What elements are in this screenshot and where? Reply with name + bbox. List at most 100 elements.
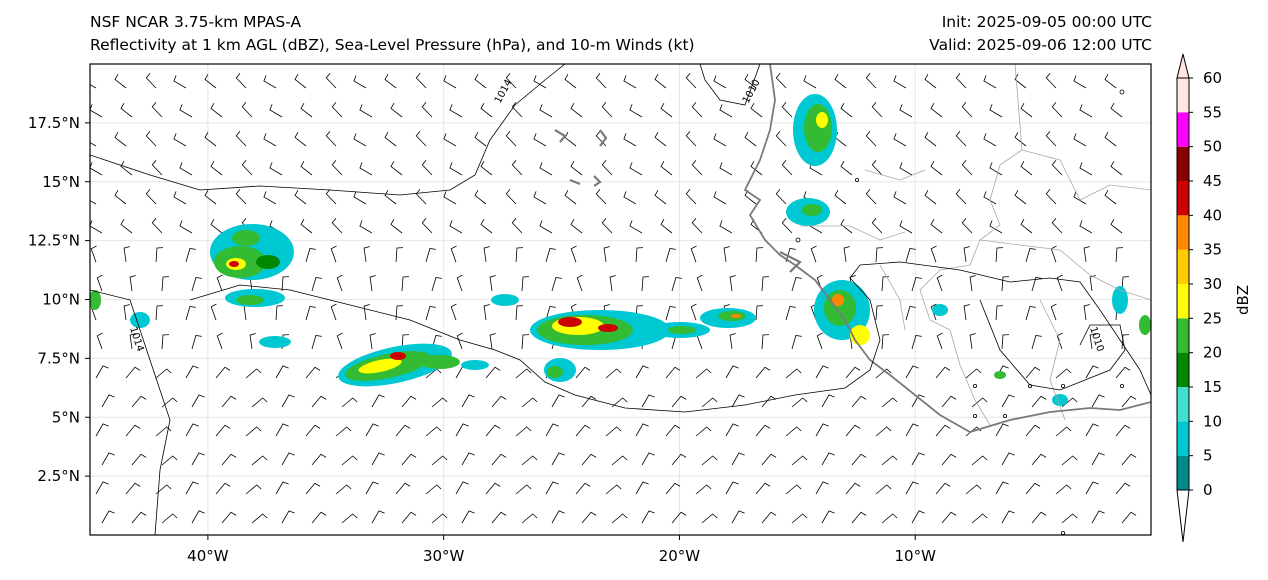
wind-barb-185 xyxy=(390,219,403,234)
wind-barb-184 xyxy=(359,220,373,234)
wind-barb-496 xyxy=(275,481,289,495)
wind-barb-310 xyxy=(995,305,1004,321)
wind-barb-78 xyxy=(325,130,337,147)
wind-barb-437 xyxy=(605,426,622,437)
wind-barb-476 xyxy=(731,452,745,466)
wind-barb-396 xyxy=(431,397,448,408)
wind-barb-312 xyxy=(1050,303,1057,321)
lat-tick-label-4: 12.5°N xyxy=(28,232,80,250)
wind-barb-174 xyxy=(1104,190,1117,205)
wind-barb-402 xyxy=(611,397,628,408)
wind-barb-457 xyxy=(161,455,178,466)
wind-barb-249 xyxy=(216,274,223,292)
wind-barb-45 xyxy=(390,103,403,118)
wind-barb-201 xyxy=(871,217,883,234)
wind-barb-210 xyxy=(90,245,97,263)
wind-barb-379 xyxy=(965,368,982,379)
wind-barb-404 xyxy=(671,395,687,408)
wind-barb-117 xyxy=(449,162,463,176)
wind-barb-325 xyxy=(401,334,410,350)
reflectivity-scattered-east xyxy=(90,286,1151,406)
wind-barb-436 xyxy=(575,424,591,437)
wind-barb-168 xyxy=(924,190,937,205)
wind-barb-529 xyxy=(221,511,237,524)
wind-barb-343 xyxy=(936,332,943,350)
wind-barb-451 xyxy=(1025,424,1041,437)
wind-barb-106 xyxy=(120,161,133,176)
wind-barb-125 xyxy=(691,159,703,176)
wind-barb-435 xyxy=(545,423,559,437)
colorbar-tick-label-11: 55 xyxy=(1203,103,1222,121)
wind-barb-427 xyxy=(305,424,321,437)
wind-barb-278 xyxy=(1089,275,1096,292)
wind-barb-116 xyxy=(421,159,433,176)
wind-barb-84 xyxy=(505,130,517,147)
wind-barb-36 xyxy=(120,103,133,118)
wind-barb-50 xyxy=(539,104,553,118)
wind-barb-231 xyxy=(723,246,730,263)
wind-barb-354 xyxy=(215,366,231,379)
wind-barb-234 xyxy=(810,245,817,263)
wind-barb-545 xyxy=(701,513,718,524)
wind-barb-483 xyxy=(941,453,957,466)
wind-barb-221 xyxy=(425,248,436,263)
wind-barb-422 xyxy=(155,426,172,437)
wind-barb-63 xyxy=(930,103,943,118)
wind-barb-533 xyxy=(341,513,358,524)
wind-barb-461 xyxy=(281,452,295,466)
wind-barb-15 xyxy=(533,75,547,89)
wind-barb-294 xyxy=(515,305,524,321)
wind-barb-366 xyxy=(575,366,591,379)
wind-barb-103 xyxy=(1073,133,1087,147)
wind-barb-352 xyxy=(155,368,172,379)
wind-barb-477 xyxy=(761,453,777,466)
wind-barb-349 xyxy=(1121,334,1130,350)
wind-barb-455 xyxy=(101,452,115,466)
wind-barb-90 xyxy=(685,130,697,147)
wind-barb-259 xyxy=(521,276,530,292)
wind-barb-429 xyxy=(365,423,379,437)
wind-barb-133 xyxy=(930,161,943,176)
lat-tick-label-0: 2.5°N xyxy=(37,467,80,485)
wind-barb-415 xyxy=(1001,394,1015,408)
wind-barb-261 xyxy=(576,274,583,292)
colorbar-swatch-3 xyxy=(1177,352,1189,387)
wind-barb-75 xyxy=(235,130,247,147)
wind-barb-501 xyxy=(425,484,442,495)
colorbar-swatch-9 xyxy=(1177,146,1189,181)
wind-barb-523 xyxy=(1085,481,1099,495)
wind-barb-246 xyxy=(129,275,136,292)
wind-barb-412 xyxy=(911,394,925,408)
lon-tick-label-2: 20°W xyxy=(659,547,701,565)
coastline xyxy=(554,64,1151,433)
colorbar: 0 5 10 15 20 25 30 35 40 45 50 55 60 xyxy=(1176,53,1222,543)
wind-barb-556 xyxy=(1031,511,1047,524)
wind-barb-257 xyxy=(456,274,463,292)
wind-barb-524 xyxy=(1115,482,1131,495)
wind-barb-176 xyxy=(120,219,133,234)
wind-barb-253 xyxy=(336,274,343,292)
wind-barb-508 xyxy=(635,481,649,495)
wind-barb-104 xyxy=(1104,132,1117,147)
wind-barb-493 xyxy=(185,481,199,495)
wind-barb-346 xyxy=(1031,335,1042,350)
wind-barb-224 xyxy=(515,247,524,263)
wind-barb-105 xyxy=(90,162,103,176)
wind-barb-79 xyxy=(353,133,367,147)
wind-barb-309 xyxy=(963,304,970,321)
wind-barb-189 xyxy=(511,217,523,234)
wind-barb-124 xyxy=(660,161,673,176)
wind-barb-69 xyxy=(1110,103,1123,118)
wind-barb-411 xyxy=(881,397,898,408)
wind-barb-502 xyxy=(455,481,469,495)
wind-barb-498 xyxy=(335,484,352,495)
wind-barb-73 xyxy=(173,133,187,147)
wind-barb-507 xyxy=(605,484,622,495)
wind-barb-110 xyxy=(241,159,253,176)
wind-barb-527 xyxy=(161,513,178,524)
wind-barb-542 xyxy=(611,513,628,524)
wind-barb-236 xyxy=(875,247,884,263)
wind-barb-386 xyxy=(131,395,147,408)
wind-barb-474 xyxy=(671,453,687,466)
